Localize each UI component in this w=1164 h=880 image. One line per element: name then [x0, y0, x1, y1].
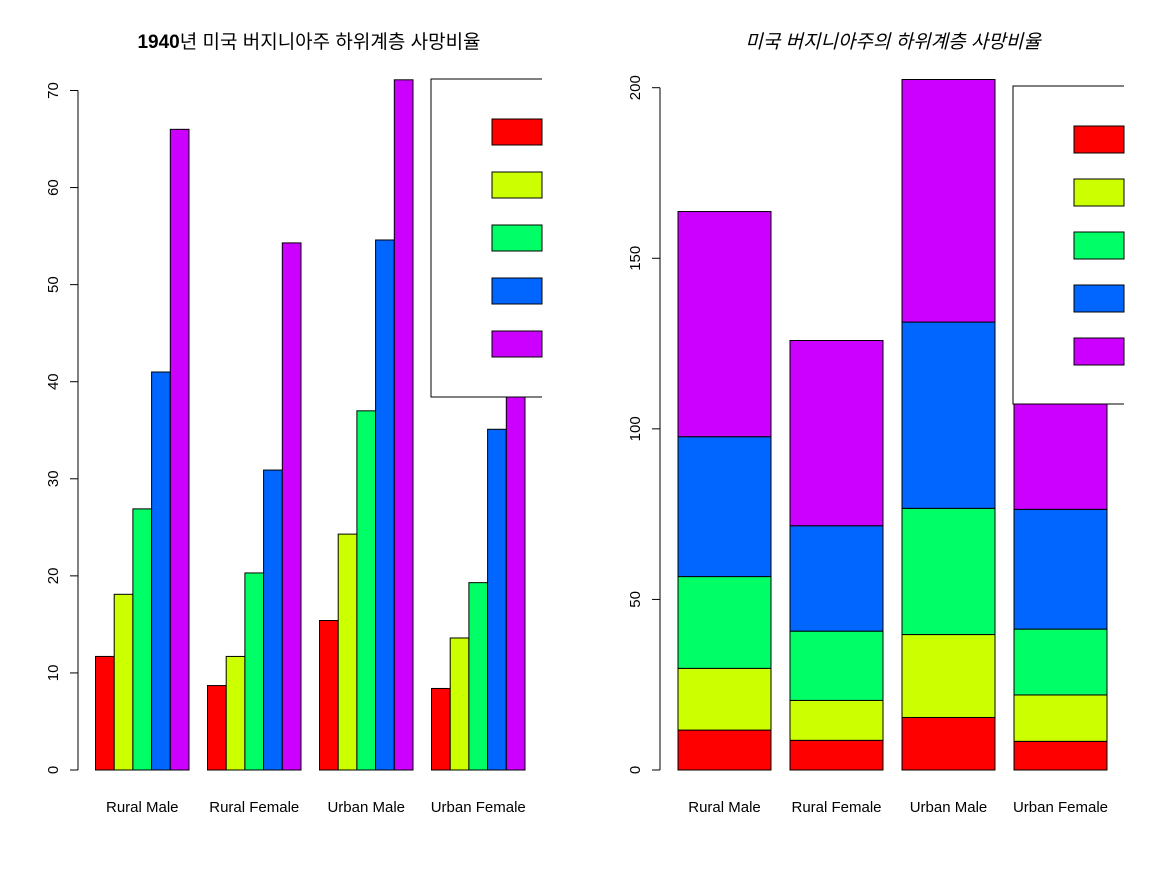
stacked-bar-segment [1013, 628, 1108, 696]
bar [449, 637, 470, 771]
legend-key [1073, 125, 1125, 154]
bar [263, 469, 283, 771]
right-chart-title: 미국 버지니아주의 하위계층 사망비율 [745, 32, 1042, 53]
y-tick-label: 60 [45, 179, 62, 196]
stacked-bar-segment [1013, 694, 1108, 742]
y-tick-label: 0 [627, 766, 644, 774]
y-tick-label: 20 [45, 568, 62, 585]
y-tick-label: 50 [627, 591, 644, 608]
legend-key [491, 171, 543, 199]
bar [132, 508, 153, 771]
legend-key [491, 330, 543, 358]
bar [95, 655, 115, 771]
stacked-bar-segment [901, 79, 996, 323]
stacked-bar-segment [789, 525, 884, 632]
y-tick-label: 70 [45, 82, 62, 99]
bar [281, 242, 302, 771]
stacked-bar-segment [901, 507, 996, 636]
x-tick-label: Rural Female [209, 799, 299, 816]
stacked-bar-segment [901, 716, 996, 771]
bar [319, 620, 339, 771]
bar [207, 685, 227, 771]
bar [337, 533, 358, 771]
bar [151, 371, 171, 771]
stacked-bar-segment [789, 630, 884, 701]
x-tick-label: Rural Female [791, 799, 881, 816]
legend-box [430, 78, 542, 398]
left-title-text: 년 미국 버지니아주 하위계층 사망비율 [180, 31, 481, 53]
x-tick-label: Urban Male [910, 799, 988, 816]
y-tick-label: 40 [45, 373, 62, 390]
left-chart-title: 1940년 미국 버지니아주 하위계층 사망비율 [137, 31, 480, 53]
legend-key [1073, 231, 1125, 260]
stacked-bar-segment [677, 576, 772, 669]
legend-key [491, 277, 543, 305]
left-title-year: 1940 [137, 32, 179, 53]
bar [431, 687, 451, 771]
left-plot-area: 0 10 20 30 40 50 60 70 Rural Male Rural Female Urb… [45, 78, 543, 816]
bar [225, 655, 246, 771]
legend-box [1012, 85, 1124, 405]
stacked-bar-segment [901, 321, 996, 509]
legend-key [1073, 178, 1125, 207]
bar [393, 79, 414, 771]
y-tick-label: 150 [627, 246, 644, 271]
legend-key [1073, 284, 1125, 313]
y-tick-label: 50 [45, 276, 62, 293]
x-tick-label: Urban Female [431, 799, 526, 816]
stacked-bar-segment [677, 667, 772, 731]
stacked-bar-segment [677, 729, 772, 771]
stacked-bar-segment [789, 339, 884, 527]
bar [169, 128, 190, 771]
bar [487, 428, 507, 771]
y-tick-label: 30 [45, 470, 62, 487]
x-tick-label: Urban Female [1013, 799, 1108, 816]
y-tick-label: 200 [627, 75, 644, 100]
stacked-bar-segment [1013, 740, 1108, 771]
bar [468, 582, 489, 771]
stacked-bar-segment [789, 739, 884, 771]
right-plot-area: 0 50 100 150 200 Rural Male Rural Female Urban … [627, 75, 1125, 816]
y-tick-label: 0 [45, 766, 62, 774]
bar [356, 410, 377, 771]
stacked-bar-segment [677, 211, 772, 438]
legend-key [491, 224, 543, 252]
y-tick-label: 100 [627, 416, 644, 441]
bar [244, 572, 265, 771]
stacked-bar-segment [1013, 508, 1108, 630]
stacked-bar-segment [677, 436, 772, 578]
stacked-bar-segment [789, 699, 884, 741]
stacked-bar-segment [901, 634, 996, 718]
y-tick-label: 10 [45, 665, 62, 682]
bar [113, 593, 134, 771]
x-tick-label: Rural Male [106, 799, 179, 816]
x-tick-label: Urban Male [327, 799, 405, 816]
legend-key [1073, 337, 1125, 366]
bar [375, 239, 395, 771]
x-tick-label: Rural Male [688, 799, 761, 816]
legend-key [491, 118, 543, 146]
